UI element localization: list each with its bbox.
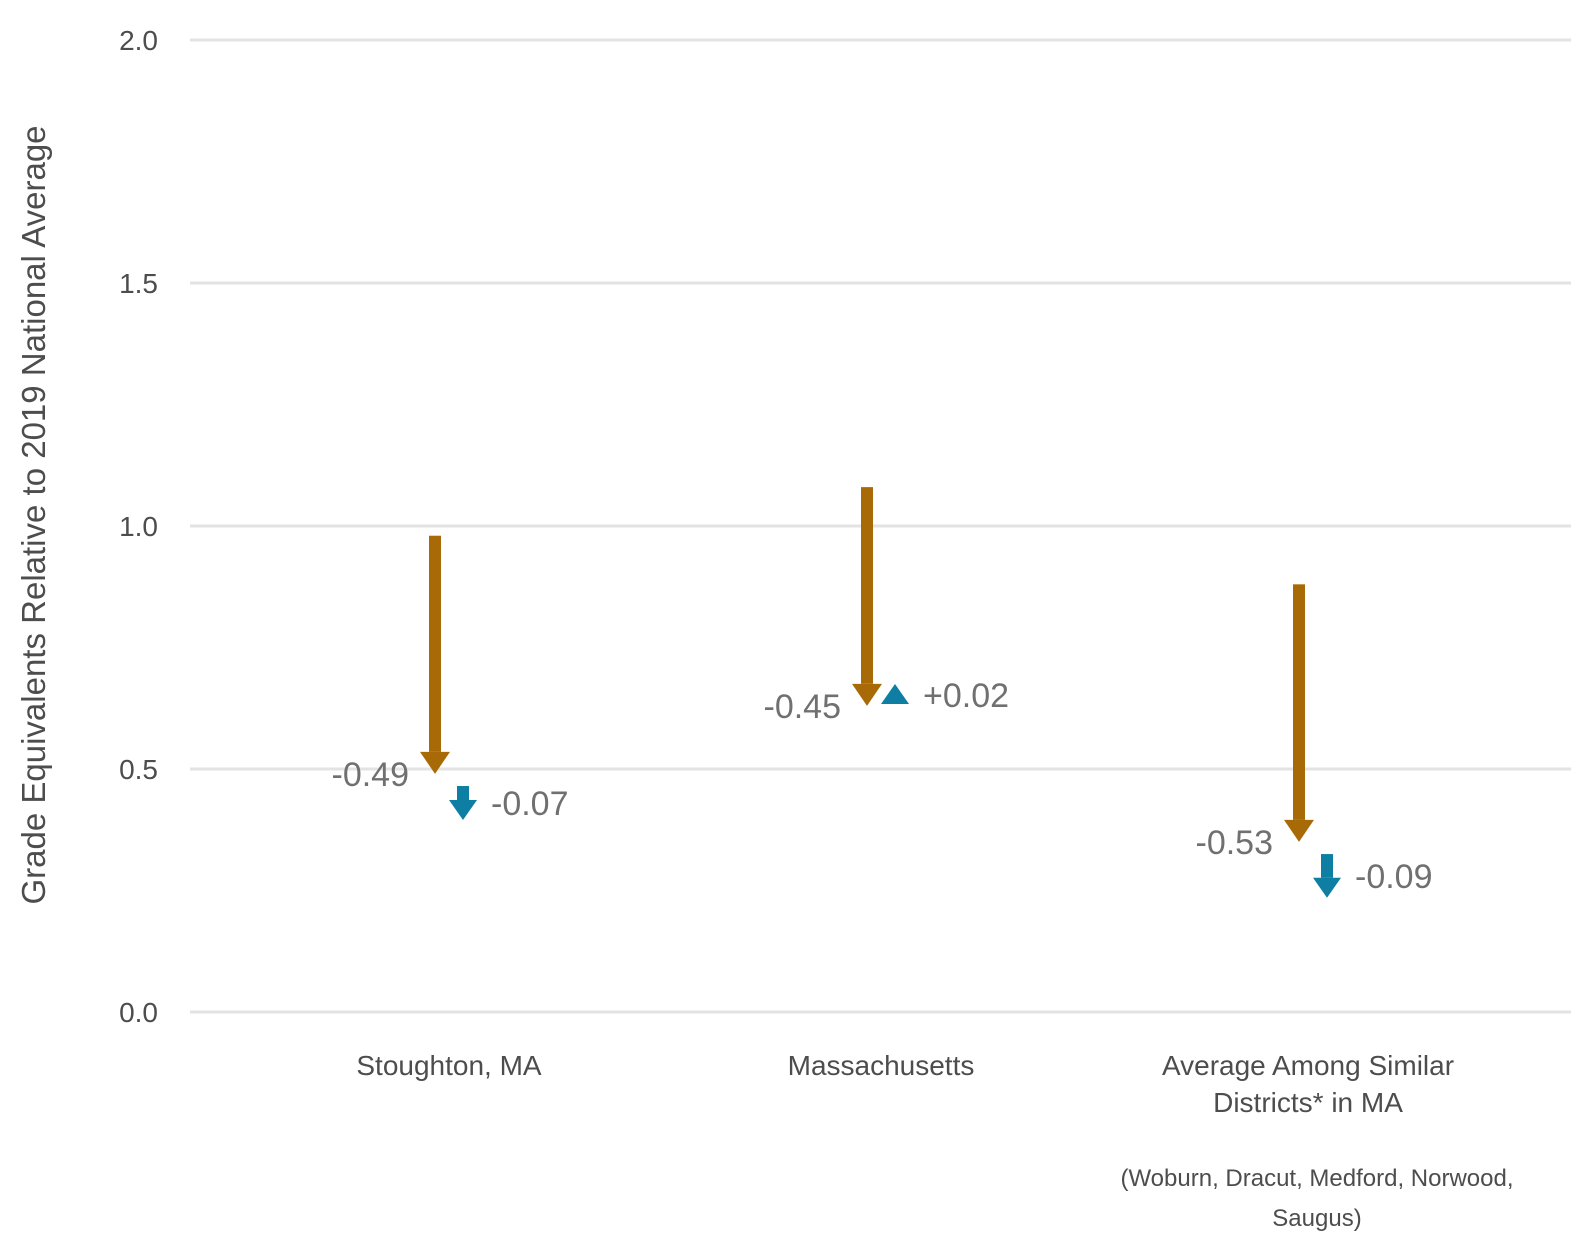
second-change-label: +0.02 (923, 677, 1009, 715)
first-change-arrow-shaft (429, 535, 441, 752)
first-change-arrow-head (852, 683, 882, 706)
first-change-arrow-head (1284, 819, 1314, 842)
second-change-arrow-shaft (1321, 854, 1333, 878)
second-change-label: -0.09 (1355, 858, 1433, 896)
first-change-arrow (420, 535, 450, 774)
second-change-arrow (449, 786, 477, 821)
first-change-label: -0.49 (332, 756, 410, 794)
first-change-arrow-shaft (861, 487, 873, 684)
category-label: Massachusetts (788, 1050, 975, 1081)
category-note: (Woburn, Dracut, Medford, Norwood, (1120, 1165, 1513, 1192)
y-tick-label: 2.0 (119, 25, 158, 56)
arrow-marks: -0.49 -0.07 -0.45 +0.02 -0.53 -0.09 (332, 487, 1433, 898)
first-change-label: -0.45 (764, 688, 842, 726)
y-axis-label: Grade Equivalents Relative to 2019 Natio… (15, 125, 52, 904)
category-label: Average Among Similar (1162, 1050, 1454, 1081)
second-change-label: -0.07 (491, 785, 569, 823)
first-change-arrow-head (420, 751, 450, 774)
category-label: Stoughton, MA (356, 1050, 542, 1081)
category-labels: Stoughton, MA Massachusetts Average Among … (356, 1050, 1513, 1232)
first-change-arrow-shaft (1293, 584, 1305, 820)
category-label: Districts* in MA (1213, 1087, 1403, 1118)
first-change-arrow (1284, 584, 1314, 842)
first-change-label: -0.53 (1196, 824, 1274, 862)
first-change-arrow (852, 487, 882, 706)
second-change-arrow-shaft (457, 786, 469, 801)
gridlines (190, 38, 1571, 1014)
category-note: Saugus) (1272, 1205, 1361, 1232)
second-change-arrow-head (881, 683, 909, 704)
second-change-arrow (881, 683, 909, 704)
y-tick-label: 1.5 (119, 268, 158, 299)
second-change-arrow (1313, 854, 1341, 898)
y-tick-labels: 0.0 0.5 1.0 1.5 2.0 (119, 25, 158, 1028)
y-tick-label: 0.5 (119, 754, 158, 785)
y-tick-label: 0.0 (119, 997, 158, 1028)
second-change-arrow-head (449, 800, 477, 821)
second-change-arrow-head (1313, 877, 1341, 898)
y-tick-label: 1.0 (119, 511, 158, 542)
